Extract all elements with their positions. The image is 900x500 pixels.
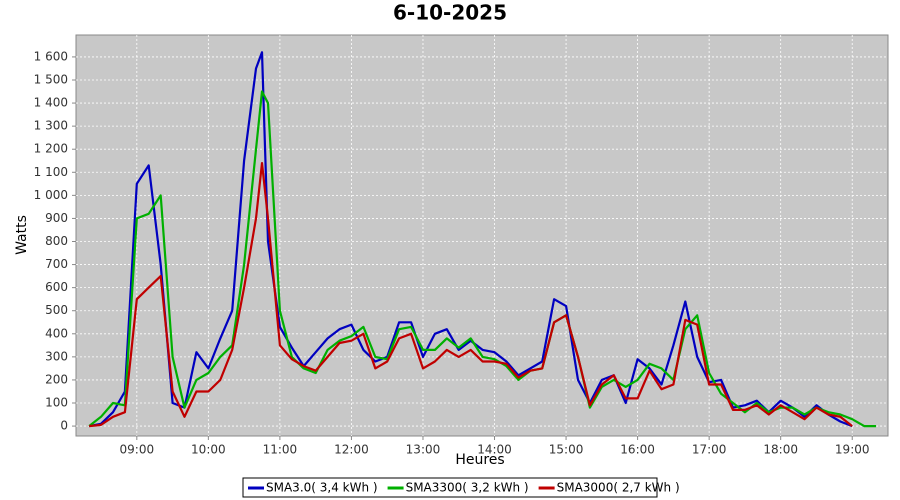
- x-tick-label: 11:00: [263, 443, 298, 457]
- y-tick-label: 1 500: [34, 72, 68, 86]
- x-tick-label: 09:00: [120, 443, 155, 457]
- y-tick-label: 0: [60, 419, 68, 433]
- x-tick-label: 13:00: [406, 443, 441, 457]
- x-tick-label: 16:00: [620, 443, 655, 457]
- y-tick-label: 1 200: [34, 142, 68, 156]
- y-tick-label: 1 600: [34, 49, 68, 63]
- x-tick-label: 10:00: [191, 443, 226, 457]
- y-tick-label: 1 100: [34, 165, 68, 179]
- x-axis-label: Heures: [455, 452, 504, 468]
- y-tick-label: 200: [45, 372, 68, 386]
- series-line: [88, 51, 853, 428]
- y-tick-label: 1 000: [34, 188, 68, 202]
- y-tick-label: 100: [45, 396, 68, 410]
- y-tick-label: 1 300: [34, 119, 68, 133]
- legend: [242, 477, 658, 498]
- y-tick-label: 1 400: [34, 96, 68, 110]
- legend-label: SMA3.0( 3,4 kWh ): [266, 481, 378, 495]
- y-tick-label: 400: [45, 326, 68, 340]
- chart-title: 6-10-2025: [393, 1, 507, 25]
- y-tick-label: 800: [45, 234, 68, 248]
- x-tick-label: 12:00: [334, 443, 369, 457]
- y-axis-label: Watts: [14, 215, 30, 255]
- legend-label: SMA3300( 3,2 kWh ): [406, 481, 529, 495]
- y-tick-label: 600: [45, 280, 68, 294]
- y-tick-label: 900: [45, 211, 68, 225]
- series-line: [88, 162, 853, 428]
- x-tick-label: 18:00: [763, 443, 798, 457]
- y-tick-label: 500: [45, 303, 68, 317]
- plot-area: [75, 34, 889, 437]
- x-tick-label: 15:00: [549, 443, 584, 457]
- legend-label: SMA3000( 2,7 kWh ): [557, 481, 680, 495]
- x-tick-label: 17:00: [692, 443, 727, 457]
- x-tick-label: 14:00: [477, 443, 512, 457]
- y-tick-label: 300: [45, 349, 68, 363]
- x-tick-label: 19:00: [835, 443, 870, 457]
- y-tick-label: 700: [45, 257, 68, 271]
